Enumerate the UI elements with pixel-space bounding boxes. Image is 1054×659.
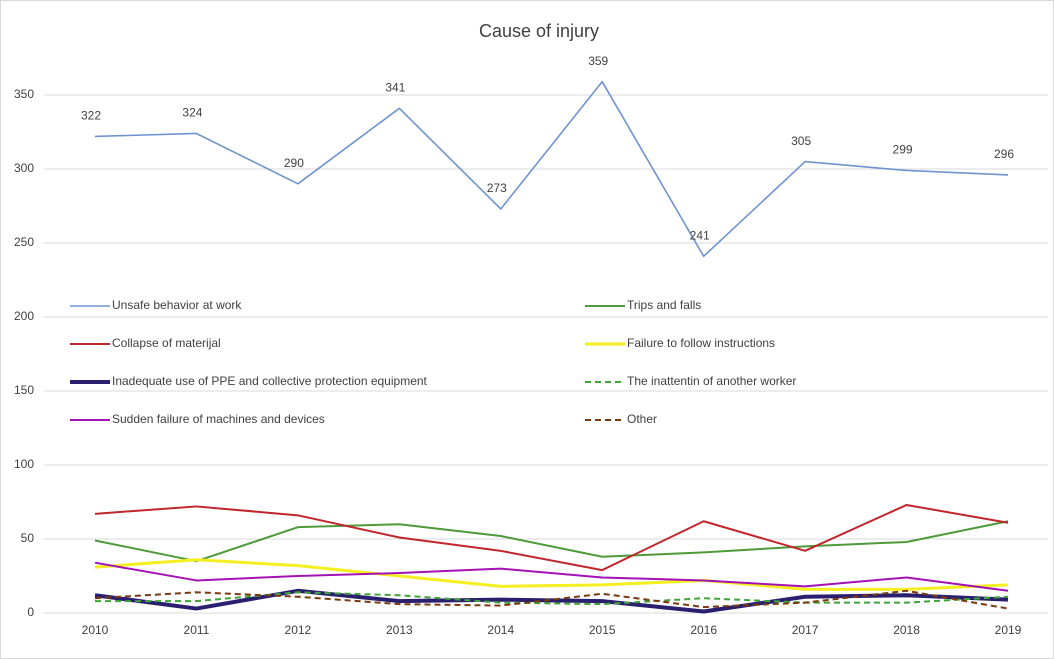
x-tick-label: 2016 (690, 623, 717, 637)
y-tick-label: 300 (14, 161, 34, 175)
legend-label: Other (627, 412, 657, 426)
data-label: 290 (284, 156, 304, 170)
data-label: 273 (487, 181, 507, 195)
y-tick-label: 350 (14, 87, 34, 101)
legend-label: Trips and falls (627, 298, 701, 312)
legend-label: Inadequate use of PPE and collective pro… (112, 374, 428, 388)
x-tick-label: 2011 (184, 623, 210, 637)
x-tick-label: 2018 (893, 623, 920, 637)
legend-label: Failure to follow instructions (627, 336, 775, 350)
y-tick-label: 0 (27, 605, 34, 619)
y-tick-label: 50 (21, 531, 35, 545)
series-line (94, 561, 1009, 592)
x-tick-label: 2013 (386, 623, 413, 637)
data-label: 305 (791, 134, 811, 148)
legend-label: Sudden failure of machines and devices (112, 412, 325, 426)
series-line (94, 589, 1009, 610)
y-tick-label: 200 (14, 309, 34, 323)
data-label: 241 (690, 228, 710, 242)
y-tick-label: 250 (14, 235, 34, 249)
series-line (94, 503, 1009, 572)
series-line (95, 591, 1009, 606)
x-tick-label: 2017 (792, 623, 819, 637)
legend-label: The inattentin of another worker (627, 374, 796, 388)
series-line (94, 80, 1009, 258)
chart-title: Cause of injury (479, 21, 599, 41)
data-label: 341 (385, 80, 405, 94)
x-tick-label: 2014 (487, 623, 514, 637)
data-label: 322 (81, 109, 101, 123)
x-tick-label: 2015 (589, 623, 616, 637)
series-line (94, 520, 1009, 563)
data-label: 359 (588, 54, 608, 68)
x-tick-label: 2010 (82, 623, 109, 637)
legend-label: Unsafe behavior at work (112, 298, 242, 312)
series-line (94, 558, 1009, 591)
x-tick-label: 2012 (285, 623, 312, 637)
y-tick-label: 150 (14, 383, 34, 397)
legend-label: Collapse of materijal (112, 336, 221, 350)
data-label: 324 (182, 106, 202, 120)
data-label: 296 (994, 147, 1014, 161)
y-tick-label: 100 (14, 457, 34, 471)
x-tick-label: 2019 (995, 623, 1022, 637)
data-label: 299 (893, 143, 913, 157)
